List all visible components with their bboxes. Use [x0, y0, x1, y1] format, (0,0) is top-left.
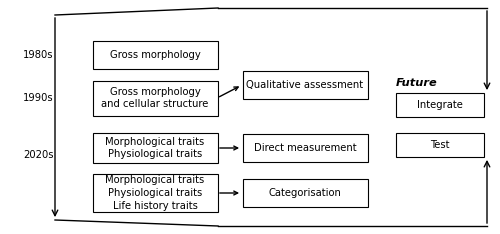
Text: Integrate: Integrate — [417, 100, 463, 110]
Bar — [92, 41, 218, 69]
Bar — [92, 80, 218, 116]
Bar — [396, 133, 484, 157]
Bar — [396, 93, 484, 117]
Text: Gross morphology: Gross morphology — [110, 50, 200, 60]
Text: Test: Test — [430, 140, 450, 150]
Bar — [92, 174, 218, 212]
Bar — [242, 71, 368, 99]
Text: 2020s: 2020s — [23, 150, 53, 160]
Text: Categorisation: Categorisation — [268, 188, 342, 198]
Text: Direct measurement: Direct measurement — [254, 143, 356, 153]
Bar — [242, 134, 368, 162]
Text: Future: Future — [396, 78, 438, 88]
Text: Morphological traits
Physiological traits
Life history traits: Morphological traits Physiological trait… — [106, 175, 204, 211]
Bar — [242, 179, 368, 207]
Text: Gross morphology
and cellular structure: Gross morphology and cellular structure — [102, 87, 208, 110]
Text: 1980s: 1980s — [23, 50, 53, 60]
Text: Qualitative assessment: Qualitative assessment — [246, 80, 364, 90]
Bar — [92, 133, 218, 163]
Text: Morphological traits
Physiological traits: Morphological traits Physiological trait… — [106, 137, 204, 159]
Text: 1990s: 1990s — [22, 93, 54, 103]
